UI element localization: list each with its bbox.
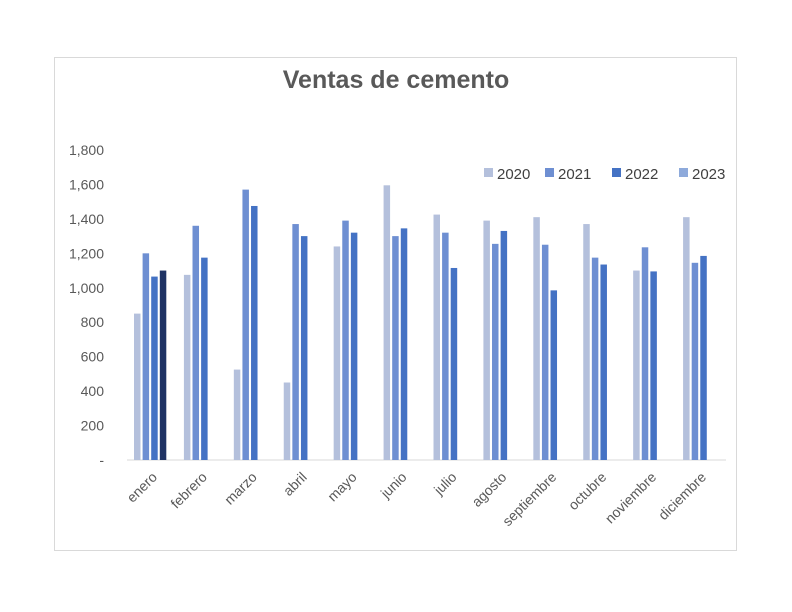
bar-2022-octubre — [600, 264, 607, 460]
bar-2020-septiembre — [533, 217, 540, 460]
x-tick-label: octubre — [565, 469, 609, 513]
bar-2021-octubre — [591, 257, 599, 460]
bar-2020-agosto — [483, 220, 490, 460]
y-tick-label: 1,000 — [69, 280, 104, 296]
x-tick-label: agosto — [468, 469, 509, 510]
bar-2021-junio — [392, 236, 399, 460]
bar-2022-diciembre — [700, 255, 707, 460]
bar-2023-enero — [159, 270, 167, 460]
bar-2021-enero — [142, 253, 150, 460]
bar-2021-abril — [292, 224, 299, 460]
y-tick-label: 800 — [81, 314, 105, 330]
bar-2022-marzo — [251, 205, 258, 460]
x-tick-label: septiembre — [499, 469, 559, 529]
legend-swatch-2021 — [545, 168, 554, 177]
x-tick-label: marzo — [221, 469, 260, 508]
x-tick-label: noviembre — [602, 469, 660, 527]
bar-2022-septiembre — [550, 290, 558, 460]
legend-label-2020: 2020 — [497, 166, 530, 183]
bar-2021-julio — [442, 232, 449, 460]
bar-2021-agosto — [492, 243, 499, 460]
x-tick-label: julio — [430, 469, 460, 499]
legend-label-2021: 2021 — [558, 166, 591, 183]
bar-2022-julio — [450, 267, 458, 460]
bar-2020-julio — [433, 214, 440, 460]
bar-2022-noviembre — [650, 271, 657, 460]
x-tick-label: abril — [280, 469, 310, 499]
bar-2020-enero — [134, 313, 141, 460]
bar-2022-febrero — [201, 257, 208, 460]
y-tick-label: 1,800 — [69, 142, 104, 158]
bar-2021-marzo — [242, 189, 249, 460]
bar-2020-octubre — [583, 224, 590, 460]
y-tick-label: 1,400 — [69, 211, 104, 227]
bar-2022-abril — [300, 236, 308, 460]
y-tick-label: 400 — [81, 383, 105, 399]
y-tick-label: 1,200 — [69, 245, 104, 261]
legend-label-2022: 2022 — [625, 166, 658, 183]
legend-label-2023: 2023 — [692, 166, 725, 183]
bar-2020-mayo — [333, 246, 341, 460]
y-tick-label: 600 — [81, 349, 105, 365]
bar-2022-agosto — [500, 230, 508, 460]
bar-2021-mayo — [342, 220, 349, 460]
bar-2020-diciembre — [683, 217, 690, 460]
y-tick-label: 200 — [81, 418, 105, 434]
x-tick-label: febrero — [167, 469, 210, 512]
x-tick-label: mayo — [324, 469, 360, 505]
chart-title: Ventas de cemento — [282, 66, 510, 94]
bar-2022-mayo — [350, 232, 358, 460]
bar-2020-noviembre — [633, 270, 640, 460]
bar-2021-diciembre — [691, 262, 699, 460]
legend-swatch-2023 — [679, 168, 688, 177]
legend-swatch-2020 — [484, 168, 493, 177]
bar-2020-junio — [383, 185, 391, 461]
legend-swatch-2022 — [612, 168, 621, 177]
y-tick-label: 1,600 — [69, 176, 104, 192]
bar-2020-febrero — [183, 274, 191, 460]
bar-2020-marzo — [233, 369, 241, 460]
bar-2021-septiembre — [541, 244, 549, 460]
bar-2022-junio — [400, 228, 408, 460]
bar-2020-abril — [283, 382, 291, 460]
y-tick-label: - — [99, 452, 104, 468]
bar-2022-enero — [151, 276, 158, 460]
bar-2021-noviembre — [641, 247, 649, 460]
x-tick-label: enero — [123, 469, 160, 506]
x-tick-label: junio — [377, 469, 410, 502]
bar-2021-febrero — [192, 225, 200, 460]
x-tick-label: diciembre — [655, 469, 709, 523]
